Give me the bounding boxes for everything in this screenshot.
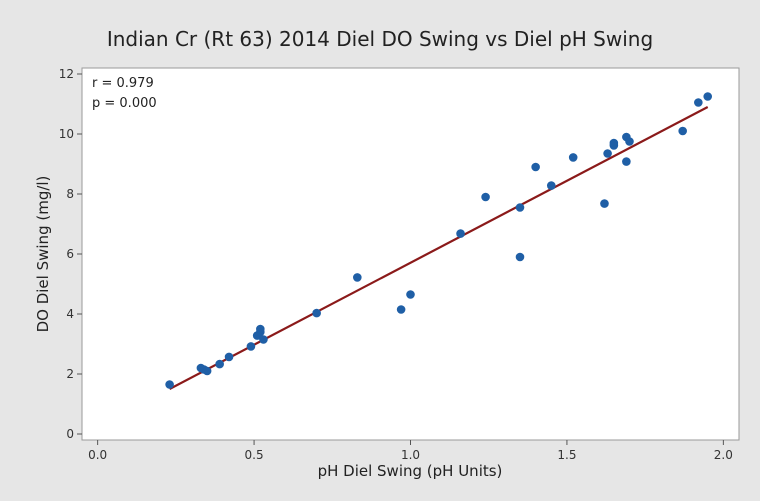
data-point bbox=[246, 342, 256, 351]
x-tick-label: 1.5 bbox=[557, 448, 576, 462]
data-point bbox=[600, 199, 609, 208]
data-point bbox=[546, 181, 556, 190]
y-tick-label: 8 bbox=[66, 187, 74, 201]
data-point bbox=[515, 252, 525, 262]
data-point bbox=[165, 380, 174, 389]
data-point bbox=[568, 153, 578, 162]
chart-title: Indian Cr (Rt 63) 2014 Diel DO Swing vs … bbox=[107, 27, 653, 51]
x-tick-label: 0.5 bbox=[245, 448, 264, 462]
data-point bbox=[515, 203, 525, 212]
data-point bbox=[406, 290, 415, 299]
data-point bbox=[625, 137, 634, 146]
y-tick-label: 2 bbox=[66, 367, 74, 381]
y-tick-label: 0 bbox=[66, 427, 74, 441]
data-point bbox=[603, 149, 612, 158]
data-point bbox=[215, 359, 224, 369]
fit-line-layer bbox=[169, 106, 709, 390]
x-tick-label: 0.0 bbox=[88, 448, 107, 462]
y-tick-label: 4 bbox=[66, 307, 74, 321]
data-point bbox=[703, 92, 713, 101]
data-point bbox=[202, 366, 212, 376]
data-point bbox=[256, 324, 265, 334]
data-point bbox=[481, 192, 490, 202]
y-tick-label: 10 bbox=[59, 127, 74, 141]
x-tick-label: 2.0 bbox=[714, 448, 733, 462]
y-tick-label: 12 bbox=[59, 67, 74, 81]
data-points bbox=[165, 92, 713, 389]
correlation-r-label: r = 0.979 bbox=[92, 76, 154, 91]
x-axis-label: pH Diel Swing (pH Units) bbox=[318, 462, 503, 480]
data-point bbox=[259, 335, 268, 344]
data-point bbox=[678, 126, 687, 136]
data-point bbox=[456, 229, 465, 238]
data-point bbox=[353, 273, 362, 282]
regression-line bbox=[169, 106, 709, 390]
p-value-label: p = 0.000 bbox=[92, 96, 157, 111]
data-point bbox=[609, 138, 619, 148]
data-point bbox=[531, 162, 540, 172]
y-axis-label: DO Diel Swing (mg/l) bbox=[34, 176, 52, 333]
data-point bbox=[622, 157, 631, 166]
data-point bbox=[224, 352, 234, 362]
axes: 0.0 0.5 1.0 1.5 2.0 0 2 4 6 8 10 12 bbox=[59, 67, 733, 462]
data-point bbox=[312, 308, 321, 318]
x-tick-label: 1.0 bbox=[401, 448, 420, 462]
data-point bbox=[694, 98, 703, 107]
data-point bbox=[396, 305, 406, 314]
y-tick-label: 6 bbox=[66, 247, 74, 261]
